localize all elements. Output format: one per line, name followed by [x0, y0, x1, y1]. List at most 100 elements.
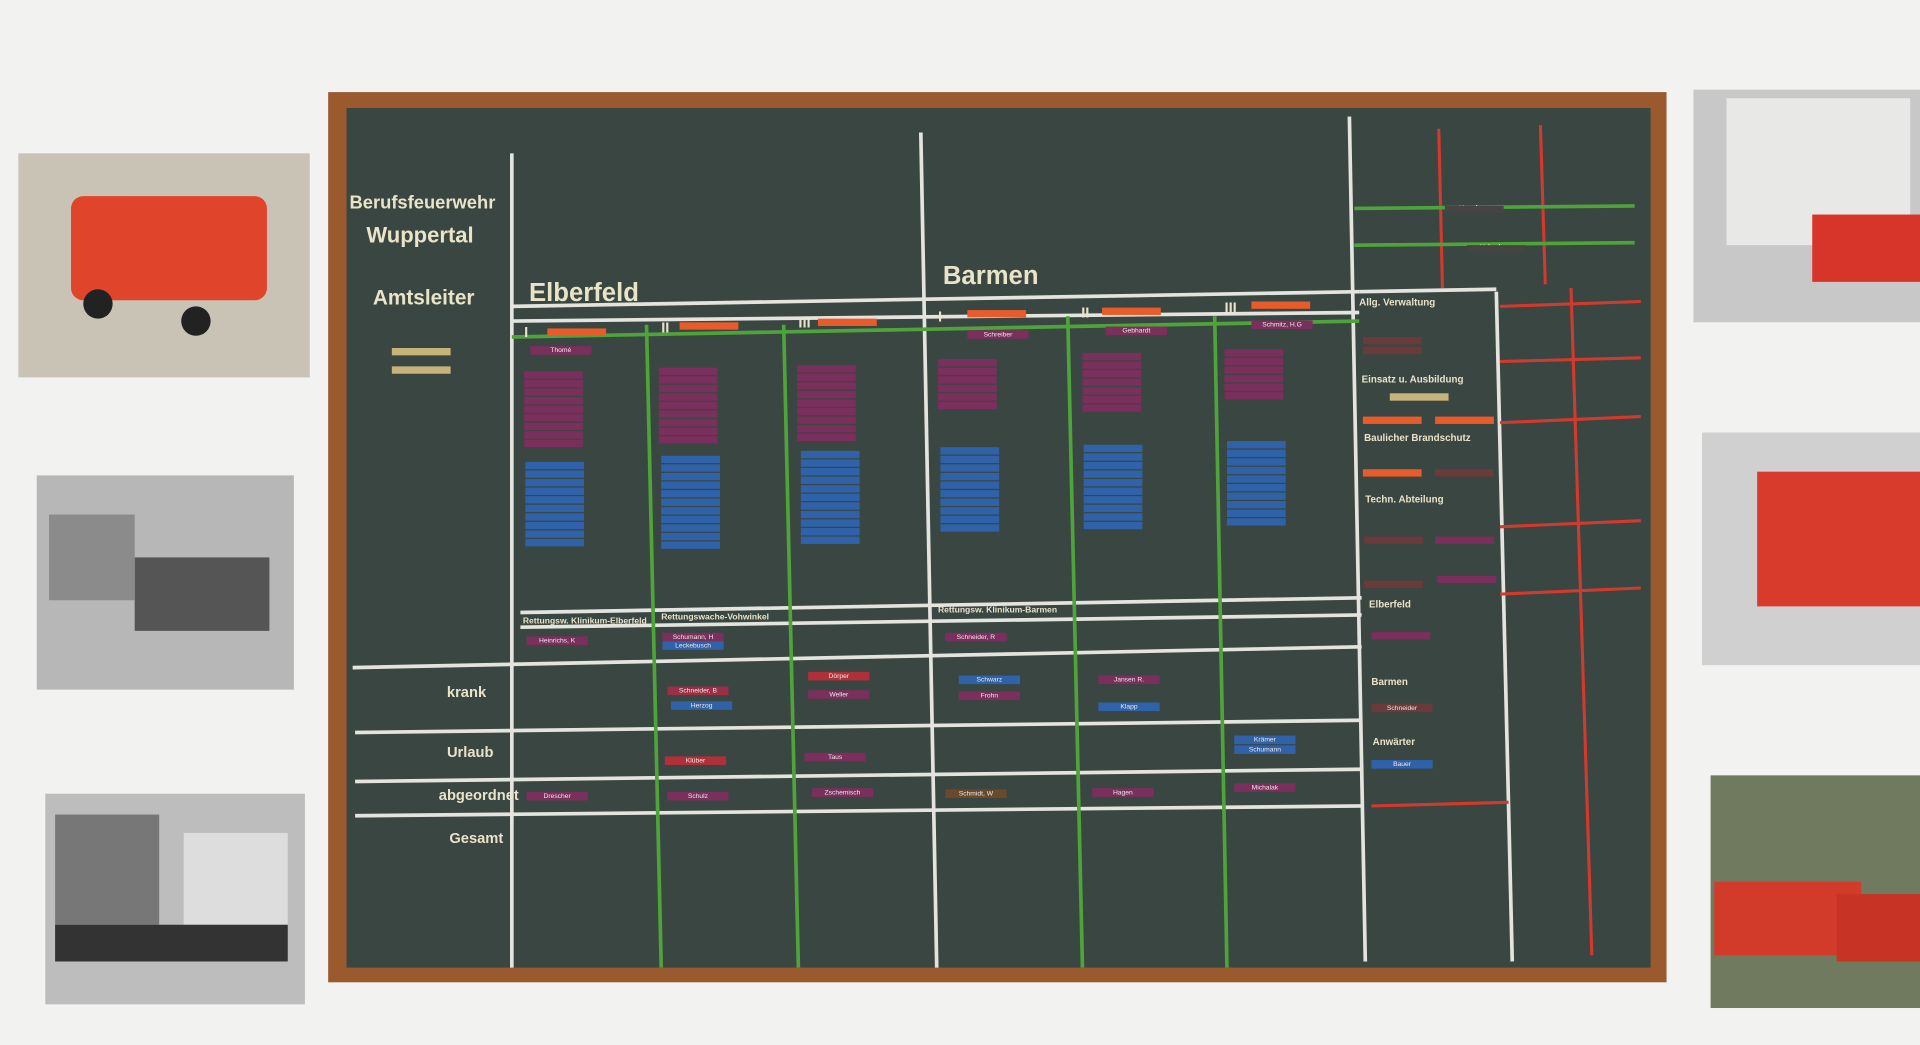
name-tag	[662, 641, 724, 650]
tag	[525, 470, 585, 478]
tag	[525, 479, 585, 487]
name-tag	[1105, 326, 1167, 336]
photos	[18, 89, 1920, 1009]
tag	[1082, 361, 1142, 369]
shift-label: II	[1081, 306, 1089, 322]
name-tag-label: Klapp	[1120, 704, 1137, 711]
name-tag-label: Jansen R.	[1114, 677, 1144, 684]
tag	[1224, 374, 1284, 383]
tag	[1362, 346, 1422, 355]
name-tag	[945, 632, 1007, 642]
name-tag	[667, 686, 729, 696]
board	[346, 108, 1651, 968]
name-tag	[530, 346, 592, 355]
tag	[658, 376, 718, 384]
shift-label: III	[798, 315, 810, 331]
tag	[1224, 357, 1284, 366]
tag	[940, 498, 1000, 506]
department-label: Anwärter	[1373, 737, 1416, 748]
name-tag	[1371, 703, 1433, 713]
tag	[658, 419, 718, 427]
tag	[1226, 501, 1286, 509]
tag	[1435, 469, 1494, 477]
tag	[525, 530, 585, 538]
tag	[661, 481, 720, 489]
tag	[1226, 483, 1286, 492]
name-tag-label: Leckebusch	[675, 642, 711, 649]
name-tag	[671, 701, 733, 710]
tag	[1362, 469, 1422, 477]
tag	[1226, 475, 1286, 483]
tag	[937, 376, 997, 384]
tag	[940, 515, 1000, 524]
tag	[797, 416, 856, 424]
name-tag-label: Drescher	[544, 793, 572, 800]
name-tag	[662, 632, 724, 642]
district-label: Barmen	[943, 262, 1039, 290]
board-title: Wuppertal	[366, 222, 473, 247]
tag	[661, 490, 720, 498]
name-tag-label: Weller	[829, 691, 849, 698]
tag	[800, 468, 860, 476]
tag	[1083, 487, 1143, 495]
tag	[524, 371, 583, 379]
tag	[1364, 536, 1423, 544]
status-label: Gesamt	[449, 831, 503, 847]
tag	[940, 464, 1000, 472]
name-tag-label: Schneider, R	[957, 634, 996, 641]
name-tag-label: Michalak	[1252, 784, 1279, 791]
tag	[797, 399, 856, 407]
name-tag	[1098, 702, 1160, 712]
tag	[1371, 632, 1431, 640]
tag	[1224, 366, 1284, 374]
shift-label: I	[524, 325, 528, 341]
department-label: Allg. Verwaltung	[1359, 297, 1435, 308]
tag	[937, 384, 997, 393]
tag	[1082, 404, 1142, 412]
role-label: Amtsleiter	[373, 287, 475, 310]
tag	[525, 521, 585, 530]
status-label: krank	[447, 685, 487, 701]
name-tag-label: Frohn	[981, 693, 999, 700]
tag	[937, 359, 997, 367]
name-tag-label: Hagen	[1113, 789, 1133, 796]
name-tag	[808, 671, 870, 681]
tag	[525, 496, 585, 504]
tag	[940, 447, 1000, 455]
name-tag-label: Schwarz	[977, 677, 1003, 684]
tag	[661, 472, 720, 481]
tag	[525, 539, 585, 547]
tag	[1083, 453, 1143, 461]
tag	[797, 425, 856, 433]
tag	[679, 322, 739, 330]
tag	[658, 436, 718, 444]
name-tag	[526, 791, 588, 801]
name-tag	[1234, 745, 1296, 754]
tag	[797, 408, 856, 416]
tag	[800, 510, 860, 519]
tag	[1251, 301, 1311, 309]
tag	[524, 422, 583, 431]
tag	[937, 367, 997, 375]
tag	[1224, 349, 1284, 357]
tag	[661, 464, 720, 472]
tag	[1102, 307, 1161, 315]
tag	[1435, 416, 1494, 424]
shift-label: II	[661, 320, 669, 336]
tag	[1362, 416, 1422, 424]
tag	[658, 384, 718, 393]
tag	[391, 366, 451, 374]
tag	[661, 541, 720, 549]
tag	[1082, 370, 1142, 378]
tag	[1082, 395, 1142, 404]
name-tag-label: Schreiber	[984, 331, 1014, 338]
tag	[525, 513, 585, 521]
tag	[658, 393, 718, 401]
tag	[797, 373, 856, 382]
name-tag	[667, 791, 729, 801]
name-tag-label: Schmidt, W	[959, 791, 994, 798]
station-label: Rettungsw. Klinikum-Barmen	[938, 604, 1057, 614]
name-tag	[804, 752, 866, 762]
name-tag-label: Schneider	[1387, 705, 1418, 712]
name-tag-label: Schulz	[688, 793, 709, 800]
